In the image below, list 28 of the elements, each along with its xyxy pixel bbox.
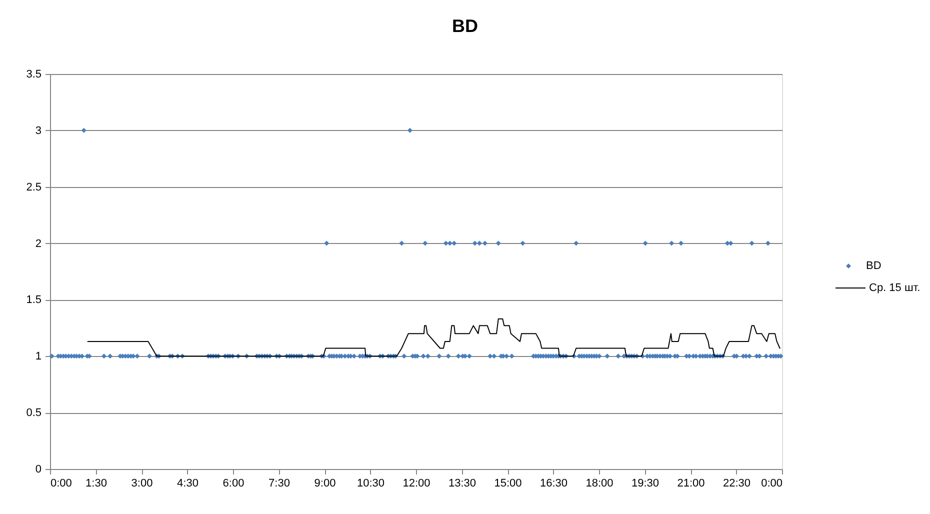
legend-label: BD — [866, 260, 882, 272]
x-tick-label: 19:30 — [631, 478, 660, 490]
y-tick-label: 1.5 — [26, 294, 42, 306]
x-tick-label: 4:30 — [177, 478, 198, 490]
x-tick-label: 9:00 — [314, 478, 336, 490]
y-tick-label: 0.5 — [26, 407, 42, 420]
x-tick-label: 15:00 — [494, 478, 522, 490]
x-tick-label: 13:30 — [448, 478, 476, 490]
x-tick-label: 10:30 — [356, 478, 385, 490]
y-tick-label: 1 — [35, 350, 42, 363]
x-tick-label: 0:00 — [50, 478, 72, 490]
y-tick-label: 2.5 — [26, 181, 42, 194]
x-tick-label: 0:00 — [761, 478, 782, 490]
x-tick-label: 12:00 — [402, 478, 430, 490]
legend-label: Ср. 15 шт. — [869, 282, 920, 294]
y-tick-label: 0 — [35, 464, 42, 476]
x-tick-label: 6:00 — [222, 478, 244, 490]
y-tick-label: 2 — [35, 238, 42, 250]
chart-title: BD — [452, 16, 478, 36]
x-tick-label: 3:00 — [131, 478, 153, 490]
x-tick-label: 7:30 — [268, 478, 290, 490]
x-tick-label: 22:30 — [722, 478, 751, 490]
x-tick-label: 1:30 — [86, 478, 107, 490]
x-tick-label: 21:00 — [677, 478, 705, 490]
y-tick-label: 3.5 — [26, 68, 42, 80]
x-tick-label: 18:00 — [586, 478, 614, 490]
y-tick-label: 3 — [35, 124, 42, 137]
x-tick-label: 16:30 — [540, 478, 568, 490]
